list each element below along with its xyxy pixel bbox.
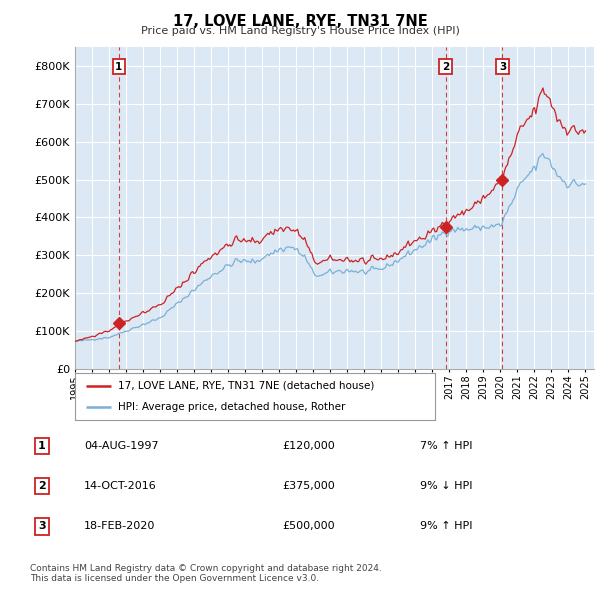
Text: 1: 1 [115, 62, 122, 71]
Text: 3: 3 [38, 522, 46, 531]
Text: 17, LOVE LANE, RYE, TN31 7NE: 17, LOVE LANE, RYE, TN31 7NE [173, 14, 427, 28]
Text: 2: 2 [38, 481, 46, 491]
Text: £500,000: £500,000 [282, 522, 335, 531]
Text: 7% ↑ HPI: 7% ↑ HPI [420, 441, 473, 451]
Text: 17, LOVE LANE, RYE, TN31 7NE (detached house): 17, LOVE LANE, RYE, TN31 7NE (detached h… [118, 381, 374, 391]
Text: 1: 1 [38, 441, 46, 451]
Text: Contains HM Land Registry data © Crown copyright and database right 2024.
This d: Contains HM Land Registry data © Crown c… [30, 563, 382, 583]
Text: 9% ↓ HPI: 9% ↓ HPI [420, 481, 473, 491]
Text: £375,000: £375,000 [282, 481, 335, 491]
Text: Price paid vs. HM Land Registry's House Price Index (HPI): Price paid vs. HM Land Registry's House … [140, 26, 460, 36]
Text: 14-OCT-2016: 14-OCT-2016 [84, 481, 157, 491]
Text: 9% ↑ HPI: 9% ↑ HPI [420, 522, 473, 531]
Text: 04-AUG-1997: 04-AUG-1997 [84, 441, 158, 451]
Text: HPI: Average price, detached house, Rother: HPI: Average price, detached house, Roth… [118, 402, 346, 412]
Text: 3: 3 [499, 62, 506, 71]
Text: 2: 2 [442, 62, 449, 71]
Text: £120,000: £120,000 [282, 441, 335, 451]
Text: 18-FEB-2020: 18-FEB-2020 [84, 522, 155, 531]
